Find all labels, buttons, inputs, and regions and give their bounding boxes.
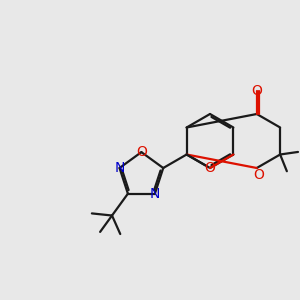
Text: O: O: [136, 145, 147, 159]
Text: O: O: [251, 84, 262, 98]
Text: N: N: [114, 161, 125, 175]
Text: O: O: [205, 161, 215, 175]
Text: O: O: [253, 168, 264, 182]
Text: N: N: [150, 187, 160, 201]
